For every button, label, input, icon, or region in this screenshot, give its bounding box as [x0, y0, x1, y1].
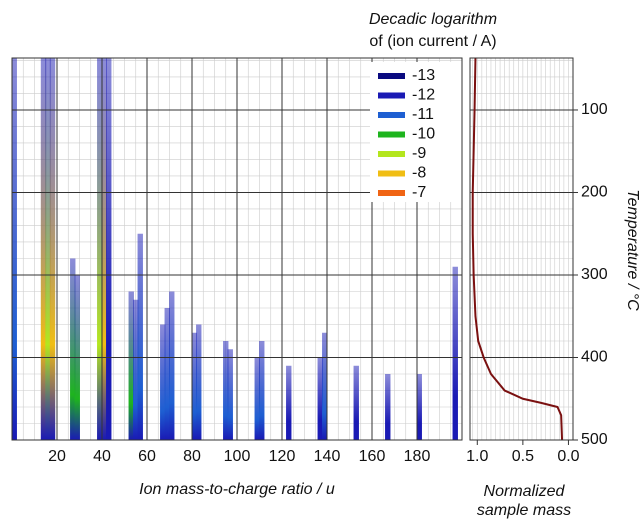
y-tick-label: 400 — [581, 349, 608, 366]
x-tick-label: 0.0 — [557, 448, 579, 465]
legend-title: Decadic logarithm — [369, 11, 497, 28]
legend-label: -8 — [412, 165, 426, 182]
plot — [11, 58, 458, 440]
ion-peak — [259, 340, 265, 440]
x-tick-label: 60 — [138, 448, 156, 465]
x-tick-label: 1.0 — [466, 448, 488, 465]
x-tick-label: 160 — [359, 448, 386, 465]
ion-peak — [70, 258, 76, 440]
ion-peak — [11, 58, 17, 440]
legend-label: -13 — [412, 67, 435, 84]
ion-peak — [416, 373, 422, 440]
legend-label: -10 — [412, 126, 435, 143]
x-tick-label: 0.5 — [512, 448, 534, 465]
y-tick-label: 100 — [581, 101, 608, 118]
ion-peak — [452, 266, 458, 440]
x-axis-label: Ion mass-to-charge ratio / u — [139, 481, 335, 498]
ion-peak — [164, 307, 170, 440]
ion-peak — [97, 58, 103, 440]
ion-peak — [160, 324, 166, 440]
ion-peak — [101, 58, 107, 440]
legend-title: of (ion current / A) — [369, 33, 496, 50]
ion-peak — [40, 58, 47, 440]
ion-peak — [353, 365, 359, 440]
y-axis-label: Temperature / °C — [624, 189, 641, 311]
y-tick-label: 300 — [581, 266, 608, 283]
ion-peak — [286, 365, 292, 440]
ion-peak — [128, 291, 134, 440]
ion-peak — [322, 332, 328, 440]
legend-label: -11 — [412, 106, 434, 123]
x-tick-label: 40 — [93, 448, 111, 465]
mass-panel — [469, 57, 574, 441]
ion-peak — [317, 357, 323, 440]
y-tick-label: 200 — [581, 184, 608, 201]
ion-peak — [385, 373, 391, 440]
legend-label: -7 — [412, 184, 426, 201]
ion-peak — [137, 233, 143, 440]
x-axis-label: Normalized — [484, 483, 566, 500]
x-axis-label: sample mass — [477, 502, 571, 519]
x-tick-label: 180 — [404, 448, 431, 465]
overlay: -13 -12 -11 -10 -9 -8 -7 — [11, 57, 574, 441]
ion-peak — [196, 324, 202, 440]
frame — [11, 57, 463, 441]
ion-peak — [169, 291, 175, 440]
ion-peak — [49, 58, 56, 440]
frame — [469, 57, 574, 441]
y-tick-label: 500 — [581, 431, 608, 448]
x-tick-label: 120 — [269, 448, 296, 465]
x-tick-label: 20 — [48, 448, 66, 465]
legend-label: -9 — [412, 145, 426, 162]
ion-peak — [223, 340, 229, 440]
x-tick-label: 80 — [183, 448, 201, 465]
x-tick-label: 100 — [224, 448, 251, 465]
x-tick-label: 140 — [314, 448, 341, 465]
ion-peak — [191, 332, 197, 440]
legend-label: -12 — [412, 87, 435, 104]
ion-peak — [45, 58, 51, 440]
ion-peak — [133, 299, 139, 440]
mass-curve — [471, 57, 564, 441]
ion-peak — [227, 349, 233, 440]
ion-peak — [254, 357, 260, 440]
ion-peak — [106, 58, 112, 440]
